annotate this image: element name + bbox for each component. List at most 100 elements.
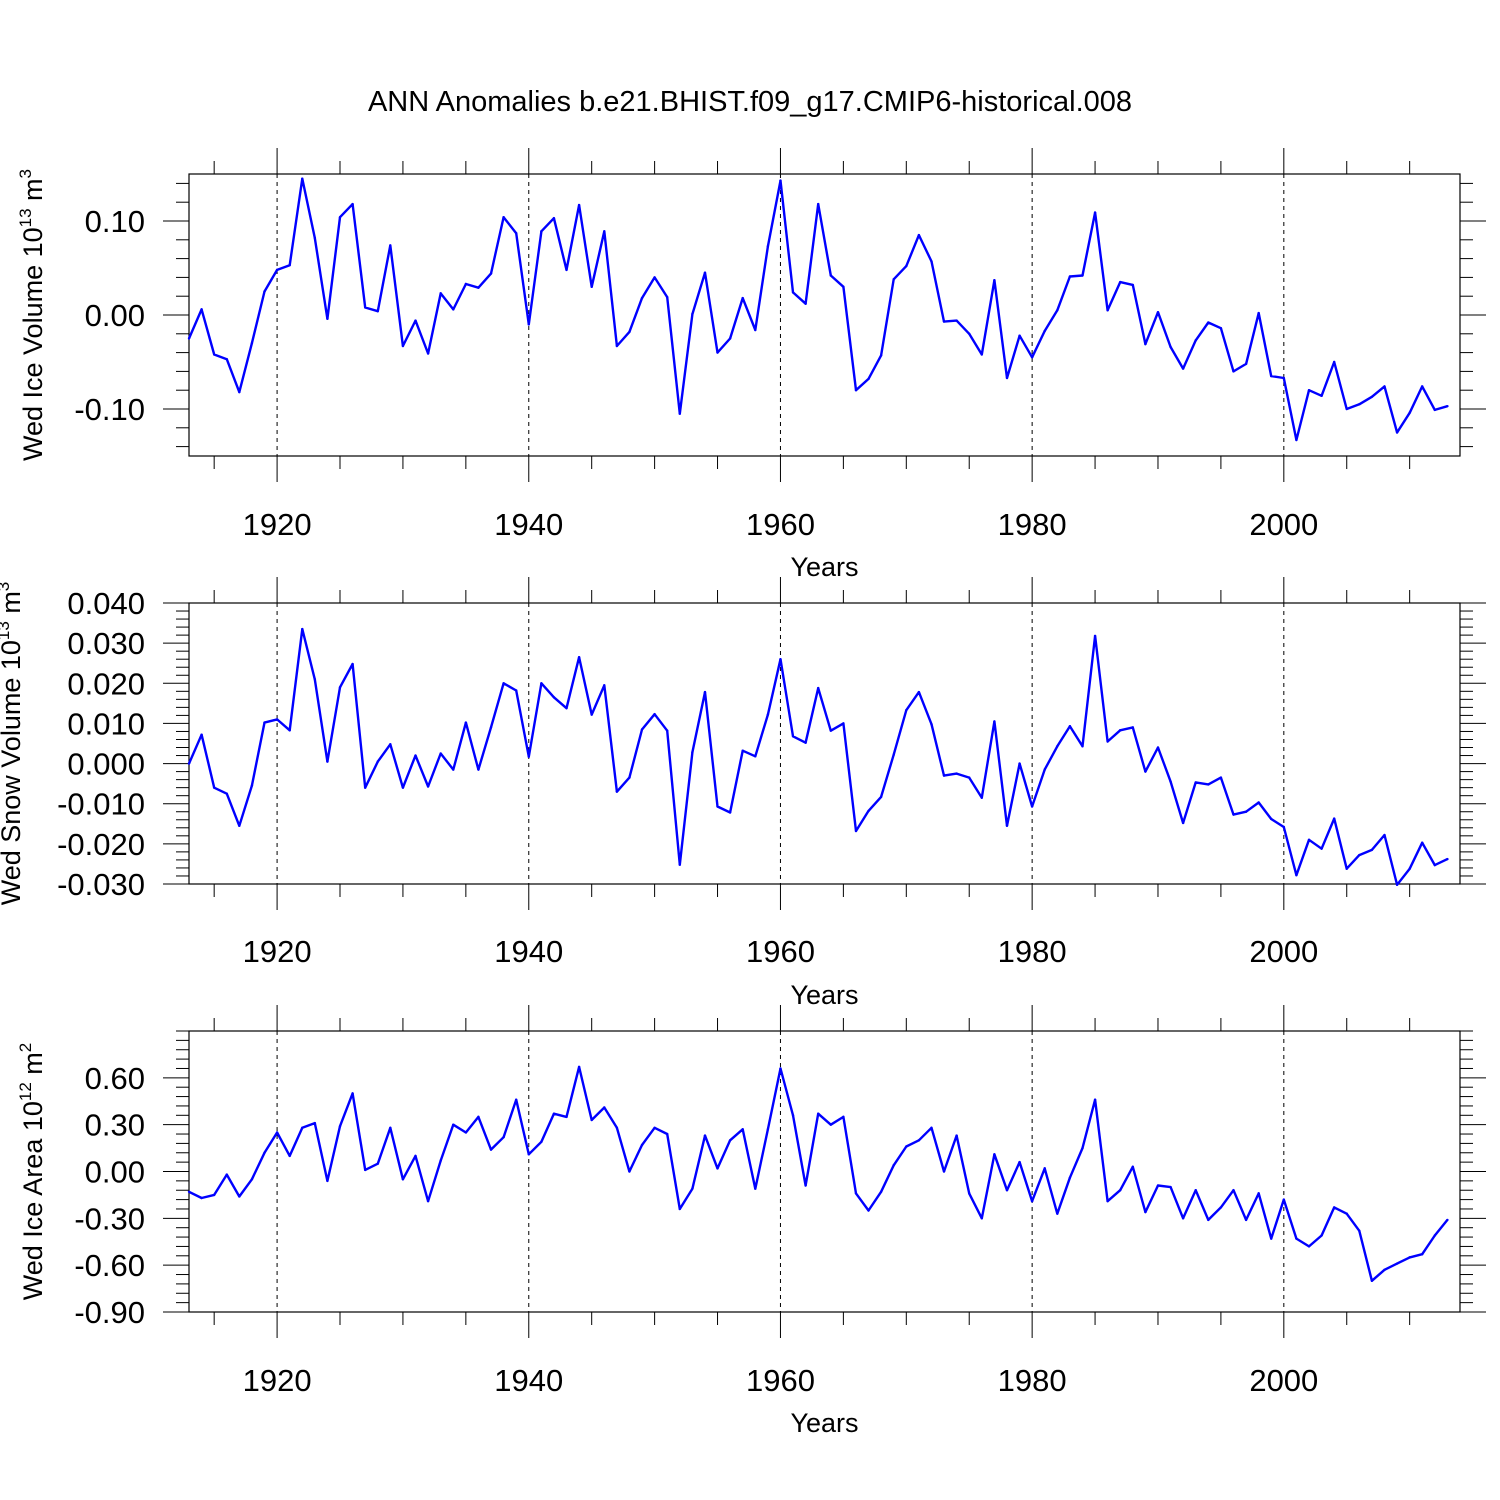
- x-tick-label: 1940: [494, 507, 563, 542]
- y-axis-label: Wed Ice Area 1012 m2: [16, 1043, 48, 1301]
- ice-volume-data-point: [313, 236, 317, 240]
- snow-volume-data-point: [338, 686, 342, 689]
- ice-volume-data-point: [1043, 329, 1046, 333]
- snow-volume-data-point: [1156, 746, 1160, 749]
- y-tick-label: 0.10: [85, 204, 145, 239]
- ice-volume-data-point: [615, 344, 619, 348]
- snow-volume-data-point: [1005, 824, 1009, 827]
- snow-volume-data-point: [1043, 768, 1046, 771]
- snow-volume-data-point: [527, 755, 530, 758]
- ice-volume-data-point: [993, 279, 996, 282]
- ice-area-data-point: [263, 1151, 266, 1154]
- snow-volume-data-point: [1307, 838, 1311, 842]
- snow-volume-data-point: [905, 708, 908, 712]
- snow-volume-data-point: [1421, 841, 1424, 844]
- x-tick-label: 1960: [746, 507, 815, 542]
- ice-volume-data-point: [401, 344, 405, 348]
- y-tick-label: 0.00: [85, 298, 145, 333]
- ice-volume-data-point: [514, 232, 518, 235]
- ice-volume-data-point: [728, 337, 732, 340]
- ice-area-data-point: [238, 1195, 241, 1198]
- ice-volume-data-point: [791, 291, 795, 294]
- ice-area-data-point: [628, 1170, 631, 1173]
- ice-volume-data-point: [301, 177, 304, 180]
- ice-area-data-point: [1307, 1245, 1311, 1248]
- snow-volume-data-point: [1119, 729, 1122, 732]
- ice-area-data-point: [477, 1115, 480, 1119]
- snow-volume-data-point: [1408, 867, 1411, 870]
- snow-volume-data-point: [1232, 813, 1235, 816]
- ice-volume-data-point: [1408, 411, 1411, 414]
- snow-volume-data-point: [1395, 883, 1399, 887]
- ice-volume-data-point: [1332, 360, 1336, 364]
- ice-area-data-point: [389, 1126, 392, 1129]
- ice-area-data-point: [955, 1134, 958, 1137]
- ice-volume-data-point: [842, 285, 845, 288]
- ice-area-data-point: [854, 1192, 858, 1195]
- ice-area-data-point: [401, 1178, 405, 1181]
- ice-volume-data-point: [716, 351, 719, 354]
- ice-area-data-point: [1370, 1279, 1374, 1282]
- ice-area-data-point: [678, 1207, 681, 1211]
- ice-area-data-point: [577, 1065, 581, 1069]
- ice-area-data-point: [766, 1128, 770, 1131]
- snow-volume-data-point: [728, 811, 732, 814]
- snow-volume-data-point: [1030, 805, 1034, 808]
- ice-volume-data-point: [1282, 376, 1286, 380]
- snow-volume-data-point: [389, 743, 392, 746]
- snow-volume-data-point: [955, 772, 958, 775]
- x-tick-label: 1920: [243, 934, 312, 969]
- snow-volume-data-point: [540, 682, 543, 685]
- ice-volume-data-point: [1181, 367, 1185, 370]
- ice-volume-series-line: [187, 177, 1448, 442]
- y-tick-label: -0.020: [57, 827, 145, 862]
- ice-volume-data-point: [1194, 339, 1197, 342]
- snow-volume-data-point: [1018, 762, 1021, 765]
- snow-volume-data-point: [917, 690, 921, 694]
- ice-area-data-point: [728, 1139, 732, 1142]
- ice-area-data-point: [1181, 1217, 1185, 1220]
- snow-volume-data-point: [867, 809, 870, 813]
- ice-area-data-point: [1270, 1237, 1273, 1240]
- x-tick-label: 1920: [243, 507, 312, 542]
- ice-area-data-point: [275, 1131, 279, 1134]
- ice-area-data-point: [917, 1139, 921, 1142]
- y-tick-label: -0.030: [57, 867, 145, 902]
- y-axis-label-exponent: 2: [16, 1043, 35, 1052]
- ice-volume-data-point: [1219, 326, 1223, 330]
- snow-volume-data-point: [980, 796, 984, 799]
- ice-volume-data-point: [678, 412, 681, 415]
- ice-volume-data-point: [1244, 362, 1248, 366]
- y-tick-label: -0.10: [74, 392, 145, 427]
- ice-volume-data-point: [829, 274, 832, 277]
- snow-volume-data-point: [1068, 725, 1072, 728]
- snow-volume-data-point: [1207, 783, 1210, 786]
- ice-volume-data-point: [603, 230, 606, 233]
- snow-volume-data-point: [1332, 817, 1336, 820]
- y-axis-label: Wed Ice Volume 1013 m3: [16, 169, 48, 461]
- snow-volume-data-point: [829, 729, 832, 732]
- y-tick-label: 0.020: [67, 666, 145, 701]
- ice-area-data-point: [565, 1115, 568, 1119]
- y-axis-label-part: Wed Ice Volume 10: [18, 227, 48, 461]
- snow-volume-data-point: [401, 786, 405, 789]
- figure-title: ANN Anomalies b.e21.BHIST.f09_g17.CMIP6-…: [368, 86, 1132, 118]
- ice-area-data-point: [1156, 1184, 1160, 1187]
- ice-volume-data-point: [741, 296, 744, 300]
- ice-volume-data-point: [1320, 394, 1323, 398]
- snow-volume-data-point: [577, 655, 581, 659]
- ice-area-data-point: [930, 1126, 933, 1129]
- y-tick-label: -0.010: [57, 787, 145, 822]
- x-axis-label: Years: [790, 980, 858, 1010]
- y-axis-label-exponent: 12: [16, 1082, 35, 1101]
- ice-area-data-point: [1093, 1098, 1097, 1101]
- snow-volume-data-point: [275, 718, 279, 721]
- snow-volume-data-point: [464, 721, 468, 724]
- ice-volume-data-point: [754, 328, 757, 332]
- ice-area-data-point: [993, 1153, 996, 1156]
- ice-area-data-point: [1345, 1212, 1348, 1215]
- ice-area-data-point: [376, 1162, 379, 1165]
- snow-volume-data-point: [1093, 634, 1097, 638]
- snow-volume-data-point: [665, 729, 669, 732]
- x-tick-label: 2000: [1249, 934, 1318, 969]
